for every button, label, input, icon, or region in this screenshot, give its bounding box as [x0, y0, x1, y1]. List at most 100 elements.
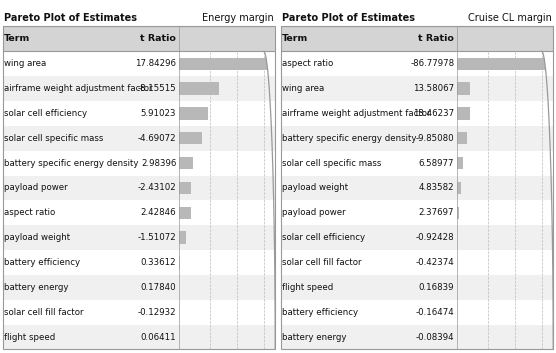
Text: 13.58067: 13.58067	[413, 84, 454, 93]
Text: flight speed: flight speed	[4, 333, 56, 342]
Bar	[3, 250, 275, 275]
Bar	[456, 107, 470, 120]
Bar	[178, 182, 191, 194]
Bar	[281, 175, 553, 201]
Text: wing area: wing area	[4, 59, 46, 68]
Text: battery efficiency: battery efficiency	[282, 308, 358, 317]
Text: aspect ratio: aspect ratio	[4, 208, 56, 217]
Text: battery efficiency: battery efficiency	[4, 258, 80, 267]
Bar	[178, 306, 179, 318]
Text: 0.33612: 0.33612	[141, 258, 176, 267]
Text: payload power: payload power	[4, 184, 68, 192]
Text: solar cell specific mass: solar cell specific mass	[282, 158, 381, 168]
Bar	[3, 76, 275, 101]
Text: solar cell fill factor: solar cell fill factor	[282, 258, 361, 267]
Text: -1.51072: -1.51072	[137, 233, 176, 242]
Bar	[3, 51, 275, 76]
Bar	[456, 182, 461, 194]
Text: -4.69072: -4.69072	[138, 134, 176, 143]
Text: Term: Term	[282, 34, 309, 43]
Bar	[281, 325, 553, 349]
Text: 2.42846: 2.42846	[141, 208, 176, 217]
Text: 6.58977: 6.58977	[419, 158, 454, 168]
Bar	[281, 151, 553, 175]
Text: payload weight: payload weight	[282, 184, 348, 192]
Text: wing area: wing area	[282, 84, 324, 93]
Text: solar cell efficiency: solar cell efficiency	[282, 233, 365, 242]
Bar	[178, 58, 267, 70]
Bar	[178, 157, 193, 169]
Bar	[3, 101, 275, 126]
Text: Energy margin: Energy margin	[202, 13, 274, 23]
Bar	[178, 132, 202, 144]
Bar	[281, 201, 553, 225]
Bar	[178, 232, 186, 244]
Bar	[281, 76, 553, 101]
Text: t Ratio: t Ratio	[419, 34, 454, 43]
Text: solar cell fill factor: solar cell fill factor	[4, 308, 83, 317]
Bar	[281, 250, 553, 275]
Text: payload power: payload power	[282, 208, 346, 217]
Text: Pareto Plot of Estimates: Pareto Plot of Estimates	[4, 13, 137, 23]
Text: 0.16839: 0.16839	[419, 283, 454, 292]
Text: -0.42374: -0.42374	[415, 258, 454, 267]
Bar	[3, 175, 275, 201]
Bar	[3, 126, 275, 151]
Bar	[281, 101, 553, 126]
Text: -8.15515: -8.15515	[137, 84, 176, 93]
Bar	[456, 132, 466, 144]
Text: battery specific energy density: battery specific energy density	[4, 158, 138, 168]
Text: aspect ratio: aspect ratio	[282, 59, 334, 68]
Bar	[281, 300, 553, 325]
Text: airframe weight adjustment factor: airframe weight adjustment factor	[4, 84, 153, 93]
Bar	[178, 281, 180, 294]
Bar	[281, 225, 553, 250]
Text: -0.92428: -0.92428	[416, 233, 454, 242]
Text: flight speed: flight speed	[282, 283, 334, 292]
Text: -0.16474: -0.16474	[415, 308, 454, 317]
Text: 13.46237: 13.46237	[413, 109, 454, 118]
Text: 17.84296: 17.84296	[135, 59, 176, 68]
Text: battery energy: battery energy	[4, 283, 68, 292]
Bar	[3, 151, 275, 175]
Bar	[3, 325, 275, 349]
Text: 5.91023: 5.91023	[141, 109, 176, 118]
Text: Pareto Plot of Estimates: Pareto Plot of Estimates	[282, 13, 415, 23]
Bar	[456, 232, 458, 244]
Bar	[456, 207, 459, 219]
Text: 2.98396: 2.98396	[141, 158, 176, 168]
Bar	[281, 275, 553, 300]
Text: -0.12932: -0.12932	[138, 308, 176, 317]
Text: Term: Term	[4, 34, 31, 43]
Text: battery energy: battery energy	[282, 333, 346, 342]
Text: payload weight: payload weight	[4, 233, 70, 242]
Bar	[3, 26, 275, 51]
Bar	[3, 201, 275, 225]
Bar	[178, 82, 219, 95]
Bar	[3, 225, 275, 250]
Bar	[456, 82, 470, 95]
Bar	[3, 275, 275, 300]
Text: -86.77978: -86.77978	[410, 59, 454, 68]
Text: Cruise CL margin: Cruise CL margin	[468, 13, 552, 23]
Bar	[178, 256, 180, 269]
Bar	[456, 157, 463, 169]
Text: -0.08394: -0.08394	[416, 333, 454, 342]
Text: 2.37697: 2.37697	[419, 208, 454, 217]
Bar	[3, 300, 275, 325]
Bar	[281, 126, 553, 151]
Text: solar cell specific mass: solar cell specific mass	[4, 134, 103, 143]
Text: battery specific energy density: battery specific energy density	[282, 134, 416, 143]
Bar	[178, 207, 191, 219]
Bar	[178, 107, 208, 120]
Text: t Ratio: t Ratio	[141, 34, 176, 43]
Bar	[281, 26, 553, 51]
Text: 0.17840: 0.17840	[141, 283, 176, 292]
Text: -9.85080: -9.85080	[416, 134, 454, 143]
Text: -2.43102: -2.43102	[137, 184, 176, 192]
Text: 0.06411: 0.06411	[141, 333, 176, 342]
Text: 4.83582: 4.83582	[419, 184, 454, 192]
Bar	[456, 58, 545, 70]
Text: solar cell efficiency: solar cell efficiency	[4, 109, 87, 118]
Text: airframe weight adjustment factor: airframe weight adjustment factor	[282, 109, 431, 118]
